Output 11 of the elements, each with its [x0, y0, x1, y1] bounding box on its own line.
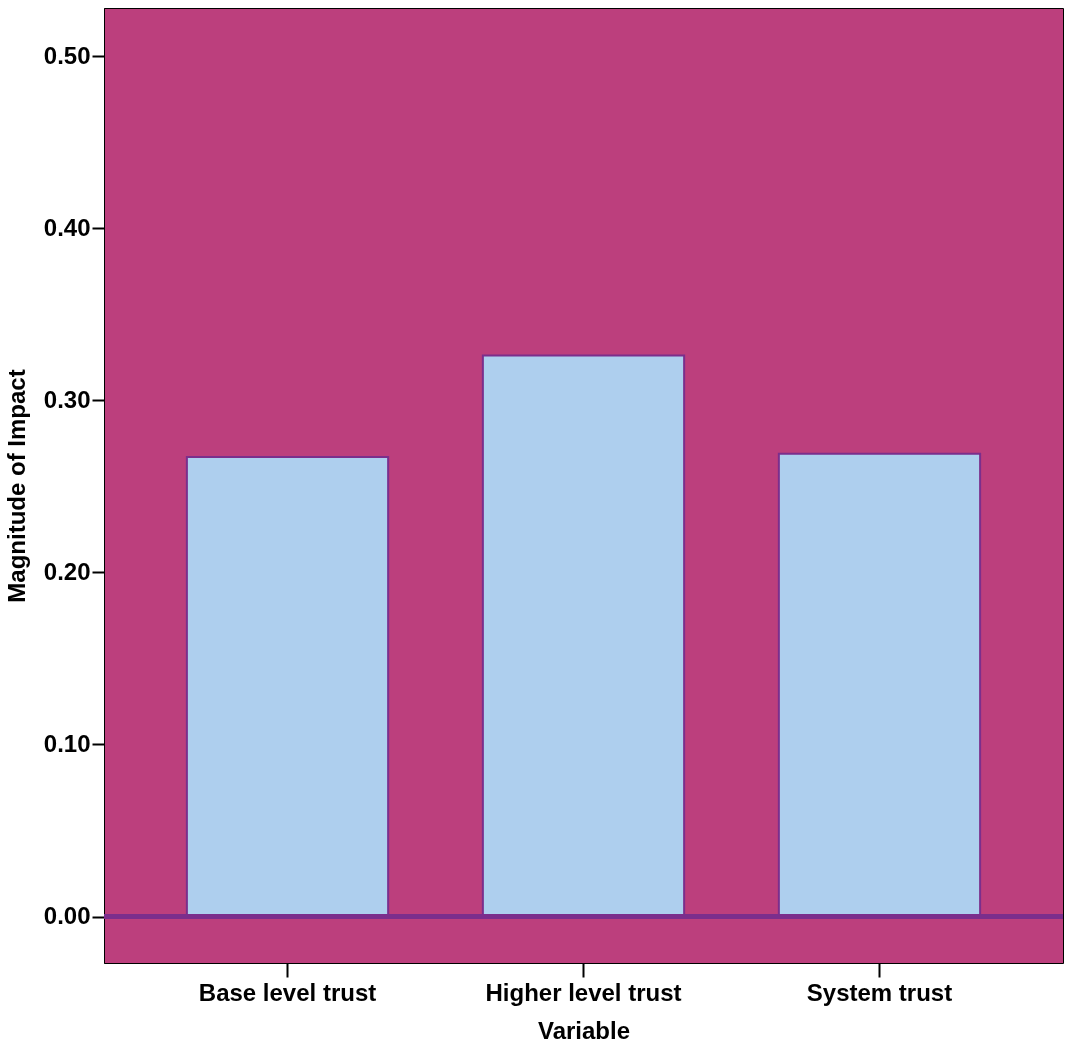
y-tick-label: 0.30: [43, 385, 91, 413]
y-tick-label: 0.40: [43, 213, 91, 241]
y-tick-label: 0.20: [43, 557, 91, 585]
x-axis-title: Variable: [537, 1016, 631, 1044]
y-tick-label: 0.00: [43, 902, 91, 930]
y-tick-label: 0.10: [43, 729, 91, 757]
x-tick-label: System trust: [806, 978, 953, 1006]
y-tick-label: 0.50: [43, 41, 91, 69]
x-tick-label: Higher level trust: [485, 978, 682, 1006]
y-axis-title: Magnitude of Impact: [2, 369, 30, 603]
x-tick-label: Base level trust: [198, 978, 377, 1006]
